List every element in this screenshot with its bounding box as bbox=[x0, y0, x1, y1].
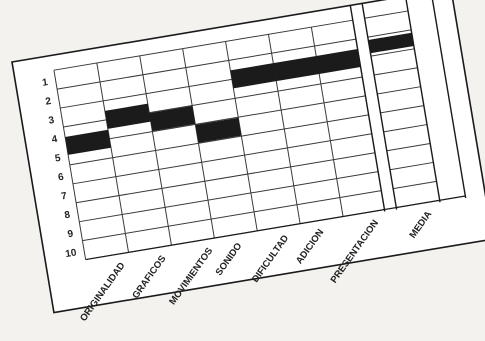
column-border bbox=[349, 5, 386, 212]
grid-line-h-media bbox=[389, 161, 434, 171]
column-border bbox=[361, 3, 398, 210]
grid-line-h-media bbox=[370, 48, 415, 57]
grid-line-h-media bbox=[380, 105, 424, 114]
data-bar bbox=[316, 49, 361, 74]
y-tick-label: 6 bbox=[57, 172, 65, 184]
grid-line-v bbox=[53, 70, 87, 260]
data-bar-media bbox=[368, 32, 414, 54]
grid-line-v bbox=[96, 62, 130, 253]
grid-line-h bbox=[69, 114, 369, 166]
grid-line-h-media bbox=[367, 29, 412, 38]
grid-line-h-media bbox=[393, 180, 437, 190]
data-bar bbox=[230, 63, 277, 89]
grid-line-h-media bbox=[383, 124, 428, 133]
grid-line-h bbox=[76, 152, 376, 204]
grid-line-h bbox=[57, 38, 357, 90]
grid-line-h bbox=[72, 133, 372, 185]
data-bar bbox=[104, 103, 151, 129]
grid-bottom-line bbox=[85, 195, 466, 261]
grid-line-h-media bbox=[386, 143, 431, 152]
y-tick-label: 9 bbox=[67, 228, 75, 240]
data-bar bbox=[273, 55, 320, 82]
grid-line-h bbox=[82, 190, 382, 242]
data-bar bbox=[195, 117, 242, 143]
grid-line-h-media bbox=[377, 86, 421, 95]
grid-line-v bbox=[139, 55, 172, 246]
column-border bbox=[404, 0, 441, 203]
y-tick-label: 2 bbox=[45, 96, 53, 108]
grid-line-v bbox=[182, 48, 215, 239]
column-border bbox=[430, 0, 467, 199]
y-tick-label: 1 bbox=[41, 77, 49, 89]
grid-line-h bbox=[79, 171, 379, 223]
y-tick-label: 10 bbox=[65, 247, 78, 260]
grid-line-h bbox=[66, 95, 366, 147]
grid-line-h-media bbox=[374, 67, 418, 76]
y-tick-label: 3 bbox=[48, 115, 56, 127]
y-tick-label: 7 bbox=[60, 191, 68, 203]
grid-line-h bbox=[53, 19, 353, 71]
data-bar bbox=[65, 129, 112, 155]
data-bar bbox=[149, 105, 196, 132]
y-tick-label: 4 bbox=[51, 134, 59, 146]
grid-line-h-media bbox=[364, 10, 409, 19]
y-tick-label: 5 bbox=[54, 153, 62, 165]
y-tick-label: 8 bbox=[64, 210, 72, 222]
